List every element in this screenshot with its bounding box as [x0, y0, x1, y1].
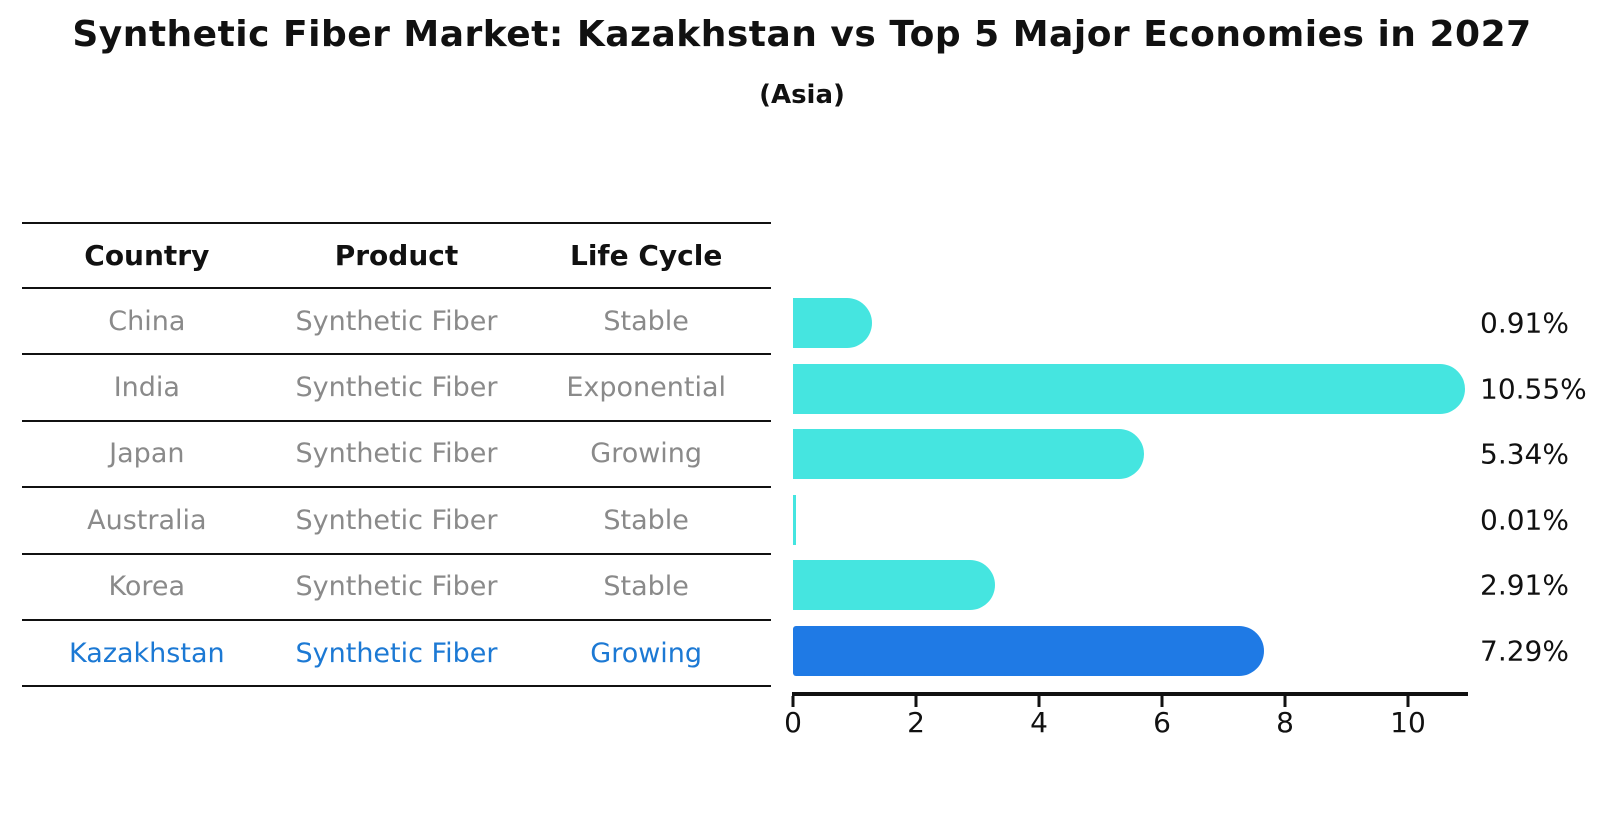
country-table: Country Product Life Cycle China Synthet… — [22, 222, 771, 688]
value-label-china: 0.91% — [1480, 306, 1569, 340]
x-axis-tick — [1037, 696, 1041, 707]
cell-country: Australia — [87, 504, 207, 536]
table-row-korea: Korea Synthetic Fiber Stable — [22, 555, 771, 621]
cell-product: Synthetic Fiber — [295, 504, 498, 536]
bar-korea — [793, 560, 995, 610]
cell-life-cycle: Exponential — [566, 372, 726, 404]
bar-australia — [793, 494, 796, 545]
chart-subtitle: (Asia) — [759, 80, 845, 110]
cell-product: Synthetic Fiber — [295, 438, 498, 470]
cell-country: China — [108, 305, 186, 337]
x-tick-label: 0 — [784, 706, 802, 739]
x-axis-tick — [914, 696, 918, 707]
cell-product: Synthetic Fiber — [295, 372, 498, 404]
x-tick-label: 10 — [1390, 706, 1426, 739]
cell-life-cycle: Stable — [603, 305, 689, 337]
bar-japan — [793, 429, 1145, 479]
x-tick-label: 2 — [907, 706, 925, 739]
value-label-australia: 0.01% — [1480, 503, 1569, 536]
table-row-india: India Synthetic Fiber Exponential — [22, 355, 771, 422]
cell-country: Japan — [109, 438, 185, 470]
table-row-china: China Synthetic Fiber Stable — [22, 289, 771, 356]
table-header-row: Country Product Life Cycle — [22, 222, 771, 289]
cell-life-cycle: Growing — [590, 438, 703, 470]
value-label-japan: 5.34% — [1480, 437, 1569, 471]
cell-product: Synthetic Fiber — [295, 305, 498, 337]
bar-kazakhstan — [793, 625, 1265, 676]
cell-country: India — [113, 372, 180, 404]
x-axis-tick — [1160, 696, 1164, 707]
cell-country: Kazakhstan — [69, 637, 225, 669]
cell-life-cycle: Growing — [590, 637, 703, 669]
x-tick-label: 6 — [1153, 706, 1171, 739]
cell-life-cycle: Stable — [603, 504, 689, 536]
x-axis-tick — [1406, 696, 1410, 707]
x-tick-label: 8 — [1276, 706, 1294, 739]
chart-title: Synthetic Fiber Market: Kazakhstan vs To… — [72, 14, 1532, 55]
x-axis-tick — [1283, 696, 1287, 707]
col-header-life-cycle: Life Cycle — [569, 239, 723, 272]
cell-life-cycle: Stable — [603, 571, 689, 603]
cell-product: Synthetic Fiber — [295, 571, 498, 603]
x-axis-line — [792, 692, 1468, 696]
value-label-kazakhstan: 7.29% — [1480, 634, 1569, 667]
table-row-japan: Japan Synthetic Fiber Growing — [22, 422, 771, 489]
cell-country: Korea — [108, 571, 186, 603]
col-header-country: Country — [84, 239, 210, 272]
bar-india — [793, 363, 1465, 414]
col-header-product: Product — [334, 239, 459, 272]
value-label-korea: 2.91% — [1480, 568, 1569, 602]
value-label-india: 10.55% — [1480, 372, 1587, 405]
table-row-kazakhstan: Kazakhstan Synthetic Fiber Growing — [22, 621, 771, 688]
x-tick-label: 4 — [1030, 706, 1048, 739]
cell-product: Synthetic Fiber — [295, 637, 498, 669]
bar-china — [793, 298, 872, 348]
table-row-australia: Australia Synthetic Fiber Stable — [22, 488, 771, 555]
x-axis-tick — [791, 696, 795, 707]
